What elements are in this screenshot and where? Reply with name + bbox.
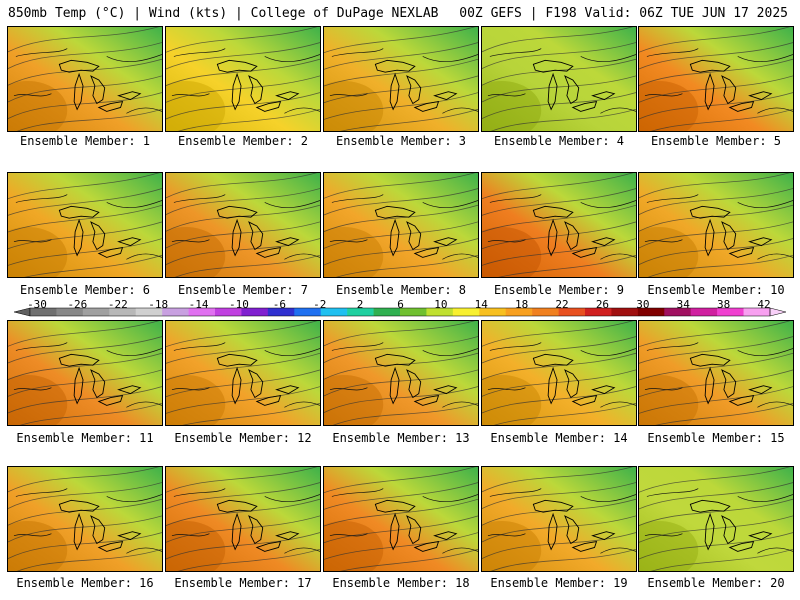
colorbar-swatch — [585, 308, 612, 316]
colorbar-tick-label: 10 — [434, 298, 448, 311]
colorbar-swatch — [717, 308, 744, 316]
colorbar-tick-label: -18 — [148, 298, 169, 311]
member-map-19 — [481, 466, 637, 572]
colorbar-swatch — [558, 308, 586, 316]
colorbar-tick-label: 18 — [515, 298, 529, 311]
colorbar-swatch — [241, 308, 269, 316]
colorbar-swatch — [294, 308, 322, 316]
member-label-18: Ensemble Member: 18 — [332, 576, 470, 590]
colorbar-tick-label: -22 — [107, 298, 128, 311]
member-label-13: Ensemble Member: 13 — [332, 431, 470, 445]
colorbar-tick-label: 34 — [676, 298, 690, 311]
member-map-13 — [323, 320, 479, 426]
member-map-2 — [165, 26, 321, 132]
colorbar-swatch — [452, 308, 480, 316]
member-label-19: Ensemble Member: 19 — [490, 576, 628, 590]
colorbar-swatch — [479, 308, 507, 316]
member-label-11: Ensemble Member: 11 — [16, 431, 154, 445]
member-map-15 — [638, 320, 794, 426]
member-map-17 — [165, 466, 321, 572]
colorbar-swatch — [611, 308, 639, 316]
member-map-18 — [323, 466, 479, 572]
colorbar-swatch — [532, 308, 559, 316]
member-map-10 — [638, 172, 794, 278]
colorbar-swatch — [188, 308, 216, 316]
colorbar-tick-label: -2 — [313, 298, 327, 311]
member-map-9 — [481, 172, 637, 278]
colorbar-tick-label: 6 — [397, 298, 404, 311]
member-map-5 — [638, 26, 794, 132]
member-map-6 — [7, 172, 163, 278]
member-map-4 — [481, 26, 637, 132]
member-label-9: Ensemble Member: 9 — [493, 283, 625, 297]
model-run-info: 00Z GEFS | F198 Valid: 06Z TUE JUN 17 20… — [459, 6, 788, 21]
member-map-1 — [7, 26, 163, 132]
colorbar-tick-label: 14 — [474, 298, 488, 311]
member-label-10: Ensemble Member: 10 — [647, 283, 785, 297]
colorbar-tick-label: -26 — [67, 298, 88, 311]
colorbar-swatch — [373, 308, 401, 316]
member-map-12 — [165, 320, 321, 426]
member-label-3: Ensemble Member: 3 — [335, 134, 467, 148]
member-map-7 — [165, 172, 321, 278]
colorbar-swatch — [690, 308, 718, 316]
colorbar-swatch — [320, 308, 348, 316]
colorbar-tick-label: -30 — [27, 298, 47, 311]
colorbar-swatch — [135, 308, 163, 316]
colorbar-tick-label: -10 — [229, 298, 249, 311]
colorbar-tick-label: -14 — [188, 298, 209, 311]
colorbar-swatch — [743, 308, 771, 316]
colorbar-swatch — [109, 308, 137, 316]
member-label-1: Ensemble Member: 1 — [19, 134, 151, 148]
colorbar-swatch — [30, 308, 57, 316]
member-label-6: Ensemble Member: 6 — [19, 283, 151, 297]
member-label-20: Ensemble Member: 20 — [647, 576, 785, 590]
colorbar-tick-label: 38 — [716, 298, 731, 311]
member-map-11 — [7, 320, 163, 426]
colorbar-swatch — [426, 308, 454, 316]
colorbar-swatch — [215, 308, 242, 316]
colorbar-swatch — [505, 308, 533, 316]
colorbar-swatch — [664, 308, 692, 316]
colorbar-tick-label: 42 — [757, 298, 771, 311]
colorbar-tick-label: 30 — [636, 298, 650, 311]
member-label-12: Ensemble Member: 12 — [174, 431, 312, 445]
member-map-3 — [323, 26, 479, 132]
colorbar-tick-label: 2 — [356, 298, 364, 311]
member-map-8 — [323, 172, 479, 278]
member-label-5: Ensemble Member: 5 — [650, 134, 782, 148]
member-label-2: Ensemble Member: 2 — [177, 134, 309, 148]
colorbar-swatch — [162, 308, 189, 316]
colorbar-swatch — [267, 308, 295, 316]
colorbar-swatch — [400, 308, 427, 316]
member-label-4: Ensemble Member: 4 — [493, 134, 625, 148]
chart-title: 850mb Temp (°C) | Wind (kts) | College o… — [8, 6, 439, 21]
member-map-14 — [481, 320, 637, 426]
member-label-15: Ensemble Member: 15 — [647, 431, 785, 445]
temperature-colorbar — [13, 307, 787, 317]
colorbar-swatch — [56, 308, 84, 316]
colorbar-swatch — [82, 308, 110, 316]
colorbar-tick-label: 22 — [555, 298, 569, 311]
colorbar-tick-label: 26 — [595, 298, 610, 311]
member-map-20 — [638, 466, 794, 572]
member-label-16: Ensemble Member: 16 — [16, 576, 154, 590]
colorbar-swatch — [347, 308, 374, 316]
colorbar-swatch — [637, 308, 665, 316]
member-label-17: Ensemble Member: 17 — [174, 576, 312, 590]
member-label-14: Ensemble Member: 14 — [490, 431, 628, 445]
member-label-8: Ensemble Member: 8 — [335, 283, 467, 297]
member-label-7: Ensemble Member: 7 — [177, 283, 309, 297]
member-map-16 — [7, 466, 163, 572]
colorbar-tick-label: -6 — [272, 298, 286, 311]
